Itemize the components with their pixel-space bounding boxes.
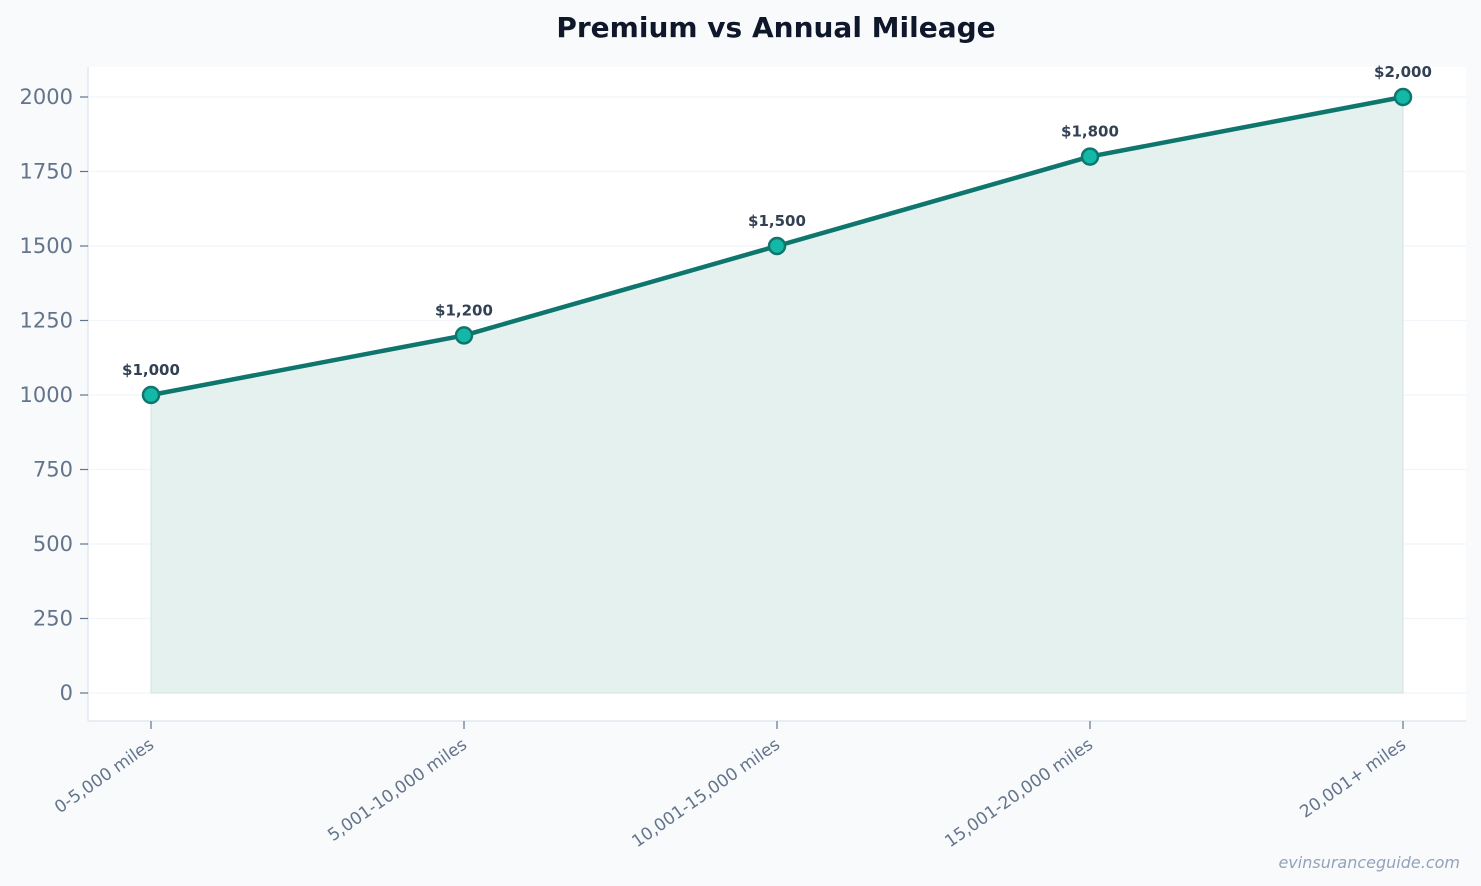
y-tick-label: 1750 xyxy=(20,160,73,184)
data-label: $1,500 xyxy=(748,212,806,230)
data-point xyxy=(1080,147,1100,166)
y-tick-label: 0 xyxy=(60,681,73,705)
watermark: evinsuranceguide.com xyxy=(1278,853,1460,872)
data-point xyxy=(767,236,787,256)
data-point xyxy=(454,326,474,345)
y-tick-label: 500 xyxy=(33,532,73,556)
y-tick-label: 1000 xyxy=(20,383,73,407)
x-tick-label: 0-5,000 miles xyxy=(51,735,158,818)
chart-title: Premium vs Annual Mileage xyxy=(556,11,995,44)
data-label: $2,000 xyxy=(1374,63,1432,81)
x-tick-label: 20,001+ miles xyxy=(1296,735,1410,823)
x-ticks-layer: 0-5,000 miles 5,001-10,000 miles 10,001-15… xyxy=(51,721,1410,852)
y-ticks-layer: 0 250 500 750 1000 1250 1500 1750 2000 xyxy=(20,85,88,705)
y-tick-label: 1500 xyxy=(20,234,73,258)
y-tick-label: 750 xyxy=(33,458,73,482)
y-tick-label: 250 xyxy=(33,607,73,631)
points-layer xyxy=(141,87,1413,405)
labels-layer: $1,000 $1,200 $1,500 $1,800 $2,000 xyxy=(122,63,1432,379)
data-label: $1,800 xyxy=(1061,123,1119,141)
y-tick-label: 2000 xyxy=(20,85,73,109)
data-label: $1,200 xyxy=(435,301,493,319)
x-tick-label: 15,001-20,000 miles xyxy=(941,735,1097,852)
data-point xyxy=(1393,87,1413,107)
y-tick-label: 1250 xyxy=(20,309,73,333)
x-tick-label: 5,001-10,000 miles xyxy=(324,735,471,846)
data-point xyxy=(141,385,161,405)
x-tick-label: 10,001-15,000 miles xyxy=(628,735,784,852)
data-label: $1,000 xyxy=(122,361,180,379)
